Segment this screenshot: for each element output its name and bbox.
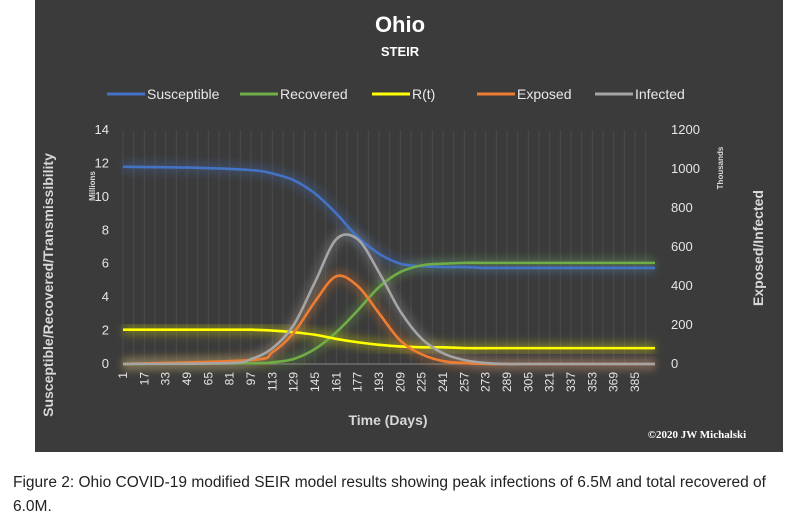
- legend-label-recovered: Recovered: [280, 86, 348, 102]
- y-left-tick-label: 6: [102, 256, 109, 271]
- x-tick-label: 225: [415, 372, 429, 392]
- x-ticks: 1 17 33 49 65 81 97 113 129 145 161 177 193 209 225 241…: [116, 372, 642, 392]
- series-line-susceptible: [122, 165, 655, 270]
- series-line-recovered: [122, 261, 655, 366]
- x-tick-label: 145: [308, 372, 322, 392]
- y-left-tick-label: 8: [102, 222, 109, 237]
- y-left-tick-label: 4: [102, 289, 109, 304]
- x-tick-label: 193: [372, 372, 386, 392]
- y-left-tick-label: 10: [95, 189, 109, 204]
- x-tick-label: 49: [180, 372, 194, 386]
- legend: Susceptible Recovered R(t) Exposed Infected: [107, 86, 685, 102]
- x-tick-label: 273: [479, 372, 493, 392]
- x-axis-title: Time (Days): [348, 412, 427, 428]
- chart: Ohio STEIR Susceptible Recovered R(t) Expos…: [35, 0, 783, 452]
- x-tick-label: 257: [457, 372, 471, 392]
- x-tick-label: 369: [607, 372, 621, 392]
- y-right-tick-label: 200: [671, 317, 693, 332]
- x-tick-label: 129: [287, 372, 301, 392]
- y-left-unit: Millions: [88, 171, 97, 201]
- x-tick-label: 209: [393, 372, 407, 392]
- x-tick-label: 385: [628, 372, 642, 392]
- y-right-tick-label: 600: [671, 239, 693, 254]
- x-tick-label: 353: [585, 372, 599, 392]
- legend-label-infected: Infected: [635, 86, 685, 102]
- y-right-tick-label: 0: [671, 356, 678, 371]
- copyright: ©2020 JW Michalski: [648, 429, 746, 441]
- y-ticks-left: 0 2 4 6 8 10 12 14: [95, 122, 109, 371]
- legend-label-r-t: R(t): [412, 86, 435, 102]
- y-right-tick-label: 800: [671, 200, 693, 215]
- y-right-tick-label: 400: [671, 278, 693, 293]
- series-lines: [122, 165, 656, 366]
- x-tick-label: 161: [329, 372, 343, 392]
- x-tick-label: 33: [159, 372, 173, 386]
- legend-label-susceptible: Susceptible: [147, 86, 220, 102]
- series-line-infected: [122, 233, 656, 366]
- x-tick-label: 97: [244, 372, 258, 386]
- chart-title: Ohio: [375, 12, 425, 37]
- x-tick-label: 241: [436, 372, 450, 392]
- y-right-title: Exposed/Infected: [750, 190, 766, 306]
- y-left-tick-label: 2: [102, 323, 109, 338]
- x-tick-label: 177: [351, 372, 365, 392]
- x-tick-label: 17: [137, 372, 151, 386]
- x-tick-label: 81: [223, 372, 237, 386]
- x-tick-label: 1: [116, 372, 130, 379]
- x-tick-label: 113: [265, 372, 279, 391]
- y-right-unit: Thousands: [716, 146, 725, 189]
- legend-label-exposed: Exposed: [517, 86, 571, 102]
- y-right-tick-label: 1200: [671, 122, 700, 137]
- chart-subtitle: STEIR: [381, 44, 420, 59]
- y-left-tick-label: 14: [95, 122, 109, 137]
- chart-panel: Ohio STEIR Susceptible Recovered R(t) Expos…: [35, 0, 783, 452]
- x-tick-label: 289: [500, 372, 514, 392]
- x-tick-label: 321: [543, 372, 557, 392]
- y-left-tick-label: 0: [102, 356, 109, 371]
- y-ticks-right: 0 200 400 600 800 1000 1200: [671, 122, 700, 371]
- x-tick-label: 65: [201, 372, 215, 386]
- x-tick-label: 337: [564, 372, 578, 392]
- y-left-title: Susceptible/Recovered/Transmissibility: [40, 153, 56, 417]
- y-left-tick-label: 12: [95, 155, 109, 170]
- series-line-r-t: [123, 328, 655, 350]
- x-tick-label: 305: [521, 372, 535, 392]
- figure-caption: Figure 2: Ohio COVID-19 modified SEIR mo…: [13, 474, 766, 515]
- y-right-tick-label: 1000: [671, 161, 700, 176]
